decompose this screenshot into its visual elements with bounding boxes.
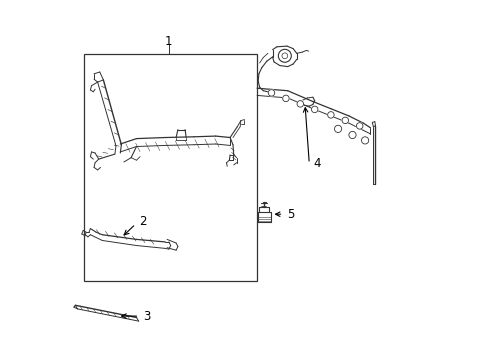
- Circle shape: [348, 131, 355, 139]
- Circle shape: [282, 95, 288, 102]
- Circle shape: [311, 106, 317, 113]
- Text: 4: 4: [312, 157, 320, 170]
- Text: 5: 5: [286, 208, 294, 221]
- Text: 3: 3: [142, 310, 150, 323]
- Circle shape: [327, 112, 333, 118]
- Text: 2: 2: [139, 215, 146, 228]
- Circle shape: [296, 101, 303, 107]
- Bar: [84, 54, 257, 281]
- Text: 1: 1: [165, 35, 172, 48]
- Circle shape: [278, 49, 291, 62]
- Circle shape: [268, 90, 274, 96]
- Circle shape: [342, 117, 348, 123]
- Circle shape: [361, 137, 368, 144]
- Circle shape: [356, 123, 362, 129]
- Circle shape: [334, 125, 341, 132]
